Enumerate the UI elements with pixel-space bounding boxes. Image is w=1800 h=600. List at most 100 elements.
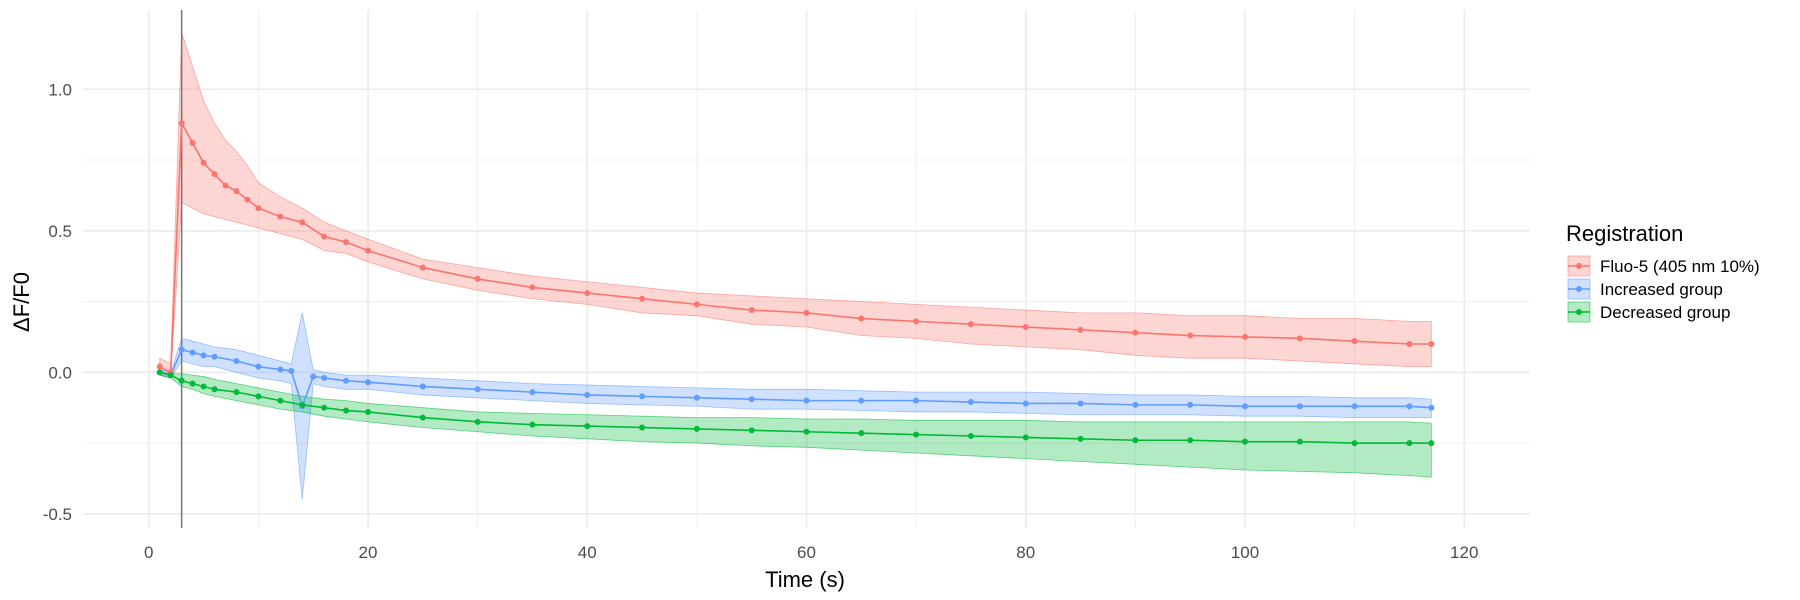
x-axis-ticks: 0 20 40 60 80 100 120 xyxy=(144,543,1478,562)
data-point xyxy=(321,374,328,381)
x-tick-label: 100 xyxy=(1231,543,1259,562)
data-point xyxy=(693,301,700,308)
data-point xyxy=(299,401,306,408)
data-point xyxy=(299,219,306,226)
data-point xyxy=(200,159,207,166)
y-tick-label: 1.0 xyxy=(48,80,72,99)
data-point xyxy=(1022,434,1029,441)
data-point xyxy=(244,196,251,203)
data-point xyxy=(1406,341,1413,348)
data-point xyxy=(419,264,426,271)
data-point xyxy=(1351,440,1358,447)
data-point xyxy=(1351,403,1358,410)
data-point xyxy=(913,397,920,404)
legend-label: Decreased group xyxy=(1600,303,1730,322)
data-point xyxy=(222,182,229,189)
confidence-band xyxy=(159,371,1432,478)
data-point xyxy=(156,363,163,370)
x-tick-label: 40 xyxy=(578,543,597,562)
data-point xyxy=(343,239,350,246)
data-point xyxy=(1077,400,1084,407)
data-point xyxy=(167,372,174,379)
data-point xyxy=(1351,338,1358,345)
data-point xyxy=(584,391,591,398)
data-point xyxy=(1296,438,1303,445)
data-point xyxy=(913,431,920,438)
data-point xyxy=(1406,403,1413,410)
data-point xyxy=(1132,401,1139,408)
data-point xyxy=(803,309,810,316)
legend-key-point xyxy=(1576,263,1582,269)
data-point xyxy=(255,205,262,212)
data-point xyxy=(365,379,372,386)
data-point xyxy=(474,275,481,282)
data-point xyxy=(1077,326,1084,333)
data-point xyxy=(200,383,207,390)
data-point xyxy=(189,140,196,147)
data-point xyxy=(748,427,755,434)
legend-label: Fluo-5 (405 nm 10%) xyxy=(1600,257,1760,276)
data-point xyxy=(321,404,328,411)
data-point xyxy=(1406,440,1413,447)
data-point xyxy=(419,414,426,421)
data-point xyxy=(343,377,350,384)
data-point xyxy=(913,318,920,325)
data-point xyxy=(1187,437,1194,444)
data-point xyxy=(1241,333,1248,340)
confidence-band xyxy=(159,312,1432,500)
data-point xyxy=(529,389,536,396)
data-point xyxy=(1022,324,1029,331)
data-point xyxy=(639,393,646,400)
data-point xyxy=(277,397,284,404)
data-point xyxy=(1428,440,1435,447)
data-point xyxy=(639,424,646,431)
y-tick-label: 0.5 xyxy=(48,222,72,241)
data-point xyxy=(967,433,974,440)
data-point xyxy=(365,247,372,254)
data-point xyxy=(211,386,218,393)
data-point xyxy=(584,290,591,297)
confidence-band xyxy=(159,32,1432,379)
x-tick-label: 120 xyxy=(1450,543,1478,562)
data-point xyxy=(584,423,591,430)
data-point xyxy=(1187,401,1194,408)
data-point xyxy=(321,233,328,240)
data-point xyxy=(288,367,295,374)
data-point xyxy=(748,396,755,403)
y-tick-label: -0.5 xyxy=(43,505,72,524)
data-point xyxy=(200,352,207,359)
data-point xyxy=(233,389,240,396)
y-axis-title: ΔF/F0 xyxy=(9,272,34,332)
data-point xyxy=(1241,403,1248,410)
data-point xyxy=(365,408,372,415)
data-point xyxy=(529,284,536,291)
data-point xyxy=(1132,329,1139,336)
x-tick-label: 60 xyxy=(797,543,816,562)
data-point xyxy=(967,321,974,328)
data-point xyxy=(858,315,865,322)
data-point xyxy=(178,377,185,384)
legend: Registration Fluo-5 (405 nm 10%) Increase… xyxy=(1566,221,1760,323)
legend-key-point xyxy=(1576,286,1582,292)
data-point xyxy=(1296,335,1303,342)
y-axis-ticks: -0.5 0.0 0.5 1.0 xyxy=(43,80,72,524)
x-tick-label: 80 xyxy=(1016,543,1035,562)
x-tick-label: 0 xyxy=(144,543,153,562)
data-point xyxy=(1077,435,1084,442)
data-point xyxy=(1022,400,1029,407)
data-point xyxy=(156,369,163,376)
data-point xyxy=(189,380,196,387)
grid xyxy=(83,10,1530,528)
data-point xyxy=(1296,403,1303,410)
data-point xyxy=(803,428,810,435)
data-point xyxy=(1132,437,1139,444)
data-point xyxy=(233,188,240,195)
data-point xyxy=(178,120,185,127)
data-point xyxy=(277,366,284,373)
data-point xyxy=(343,407,350,414)
legend-key-point xyxy=(1576,309,1582,315)
data-point xyxy=(474,386,481,393)
data-point xyxy=(1187,332,1194,339)
